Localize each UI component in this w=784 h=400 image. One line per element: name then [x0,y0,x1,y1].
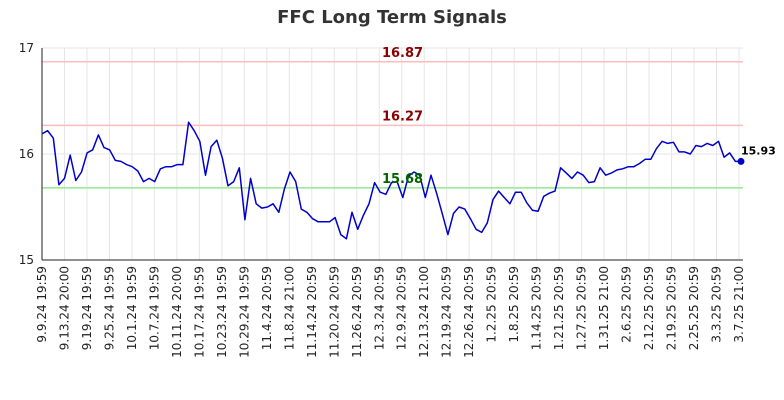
x-tick-label: 10.17.24 19:59 [192,266,206,358]
x-tick-label: 9.19.24 19:59 [80,266,94,350]
x-tick-label: 11.8.24 21:00 [282,266,296,350]
x-tick-label: 12.13.24 21:00 [417,266,431,358]
y-tick-label: 15 [19,253,34,267]
x-tick-label: 9.13.24 20:00 [57,266,71,350]
grid [41,47,743,261]
chart-title: FFC Long Term Signals [277,7,507,28]
x-tick-label: 1.2.25 20:59 [485,266,499,343]
series [41,121,745,240]
signal-line-label: 16.27 [382,109,423,124]
labels: 16.87 16.27 15.68 15.93 [382,46,776,187]
x-tick-label: 12.9.24 20:59 [395,266,409,350]
x-tick-label: 1.27.25 20:59 [575,266,589,350]
x-tick-label: 9.9.24 19:59 [35,266,49,343]
x-tick-label: 1.14.25 20:59 [530,266,544,350]
x-tick-label: 9.25.24 19:59 [102,266,116,350]
axes: 15 16 17 9.9.24 19:59 9.13.24 20:00 9.19.24 1… [19,41,746,358]
x-tick-label: 12.26.24 20:59 [462,266,476,358]
signal-line-label: 15.68 [382,172,423,187]
last-point-marker [737,157,745,165]
x-tick-label: 2.12.25 20:59 [642,266,656,350]
y-tick-label: 16 [19,147,34,161]
x-tick-label: 11.4.24 20:59 [260,266,274,350]
x-tick-label: 10.1.24 19:59 [125,266,139,350]
price-series-line [41,121,741,240]
x-tick-label: 2.6.25 20:59 [620,266,634,343]
x-tick-label: 11.14.24 20:59 [305,266,319,358]
x-tick-label: 3.3.25 20:59 [710,266,724,343]
x-tick-label: 1.8.25 20:59 [507,266,521,343]
x-tick-label: 3.7.25 21:00 [732,266,746,343]
x-tick-label: 10.29.24 19:59 [237,266,251,358]
last-value-label: 15.93 [741,144,776,157]
x-tick-label: 2.25.25 20:59 [687,266,701,350]
x-tick-label: 1.31.25 21:00 [597,266,611,350]
y-tick-label: 17 [19,41,34,55]
signal-lines [42,61,743,189]
x-tick-label: 2.19.25 20:59 [665,266,679,350]
x-tick-label: 10.23.24 19:59 [215,266,229,358]
x-tick-label: 12.19.24 20:59 [440,266,454,358]
x-tick-label: 1.21.25 20:59 [552,266,566,350]
x-tick-label: 10.11.24 20:00 [170,266,184,358]
x-tick-label: 11.20.24 20:59 [327,266,341,358]
signal-line-label: 16.87 [382,46,423,61]
x-tick-label: 10.7.24 19:59 [147,266,161,350]
x-tick-label: 11.26.24 20:59 [350,266,364,358]
x-tick-label: 12.3.24 20:59 [372,266,386,350]
